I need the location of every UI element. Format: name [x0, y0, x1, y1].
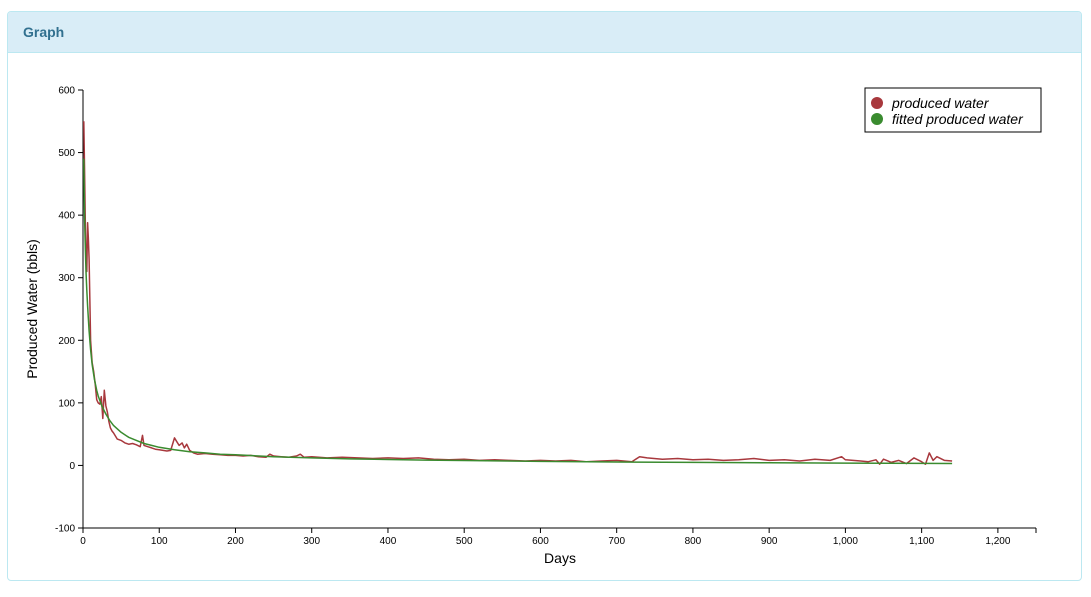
y-tick-label: 100	[58, 398, 75, 409]
x-tick-label: 700	[608, 536, 625, 547]
y-tick-label: -100	[55, 524, 75, 535]
produced-water-line	[83, 121, 953, 465]
panel-title: Graph	[8, 12, 1081, 53]
y-tick-label: 300	[58, 273, 75, 284]
y-tick-label: 400	[58, 211, 75, 222]
x-axis-title: Days	[544, 550, 576, 566]
y-axis: -100 0 100 200 300 400 500 600	[55, 86, 84, 535]
legend-swatch-produced-water	[871, 97, 883, 109]
y-axis-title: Produced Water (bbls)	[24, 239, 40, 379]
x-tick-label: 1,000	[833, 536, 858, 547]
series-layer	[83, 121, 953, 465]
legend-label-produced-water: produced water	[891, 95, 990, 111]
legend-swatch-fitted-produced-water	[871, 113, 883, 125]
x-tick-label: 800	[685, 536, 702, 547]
legend-label-fitted-produced-water: fitted produced water	[892, 111, 1024, 127]
y-tick-label: 600	[58, 86, 75, 97]
x-tick-label: 1,200	[985, 536, 1010, 547]
x-tick-label: 300	[303, 536, 320, 547]
x-tick-label: 1,100	[909, 536, 934, 547]
fitted-produced-water-line	[83, 158, 953, 465]
legend: produced water fitted produced water	[864, 87, 1042, 133]
x-tick-label: 600	[532, 536, 549, 547]
x-tick-label: 400	[380, 536, 397, 547]
x-axis: 0 100 200 300 400 500 600 700 800 900 1,000 1,100 1,…	[80, 527, 1037, 547]
x-tick-label: 500	[456, 536, 473, 547]
x-tick-label: 900	[761, 536, 778, 547]
x-tick-label: 200	[227, 536, 244, 547]
x-tick-label: 100	[151, 536, 168, 547]
y-tick-label: 200	[58, 336, 75, 347]
legend-box	[864, 87, 1042, 133]
x-tick-label: 0	[80, 536, 86, 547]
y-tick-label: 0	[69, 461, 75, 472]
y-tick-label: 500	[58, 148, 75, 159]
